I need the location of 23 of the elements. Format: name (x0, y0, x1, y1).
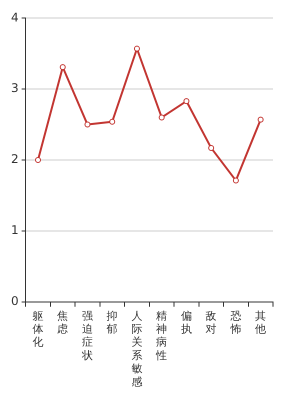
y-tick-label: 4 (10, 10, 19, 24)
x-tick-label: 精神病性 (155, 309, 168, 362)
point (35, 157, 42, 163)
x-tick-label: 强迫症状 (80, 309, 93, 362)
x-tick-label: 焦虑 (57, 309, 68, 336)
x-tick-label: 人际关系敏感 (131, 309, 142, 388)
x-tick-label: 其他 (255, 309, 266, 336)
point (183, 98, 190, 104)
x-tick-label: 偏执 (180, 309, 192, 336)
point (84, 122, 90, 128)
point (258, 116, 264, 123)
point (158, 114, 165, 120)
y-tick-label: 3 (10, 81, 19, 96)
x-tick-label: 恐怖 (229, 309, 242, 336)
y-tick-label: 1 (10, 223, 19, 238)
x-tick-label: 抑郁 (106, 309, 118, 336)
y-tick-label: 0 (10, 294, 19, 308)
x-tick-label: 躯体化 (32, 309, 44, 349)
point (232, 178, 239, 184)
x-tick-label: 敌对 (206, 309, 217, 336)
point (208, 144, 214, 151)
y-tick-label: 2 (10, 152, 19, 166)
point (109, 118, 116, 125)
